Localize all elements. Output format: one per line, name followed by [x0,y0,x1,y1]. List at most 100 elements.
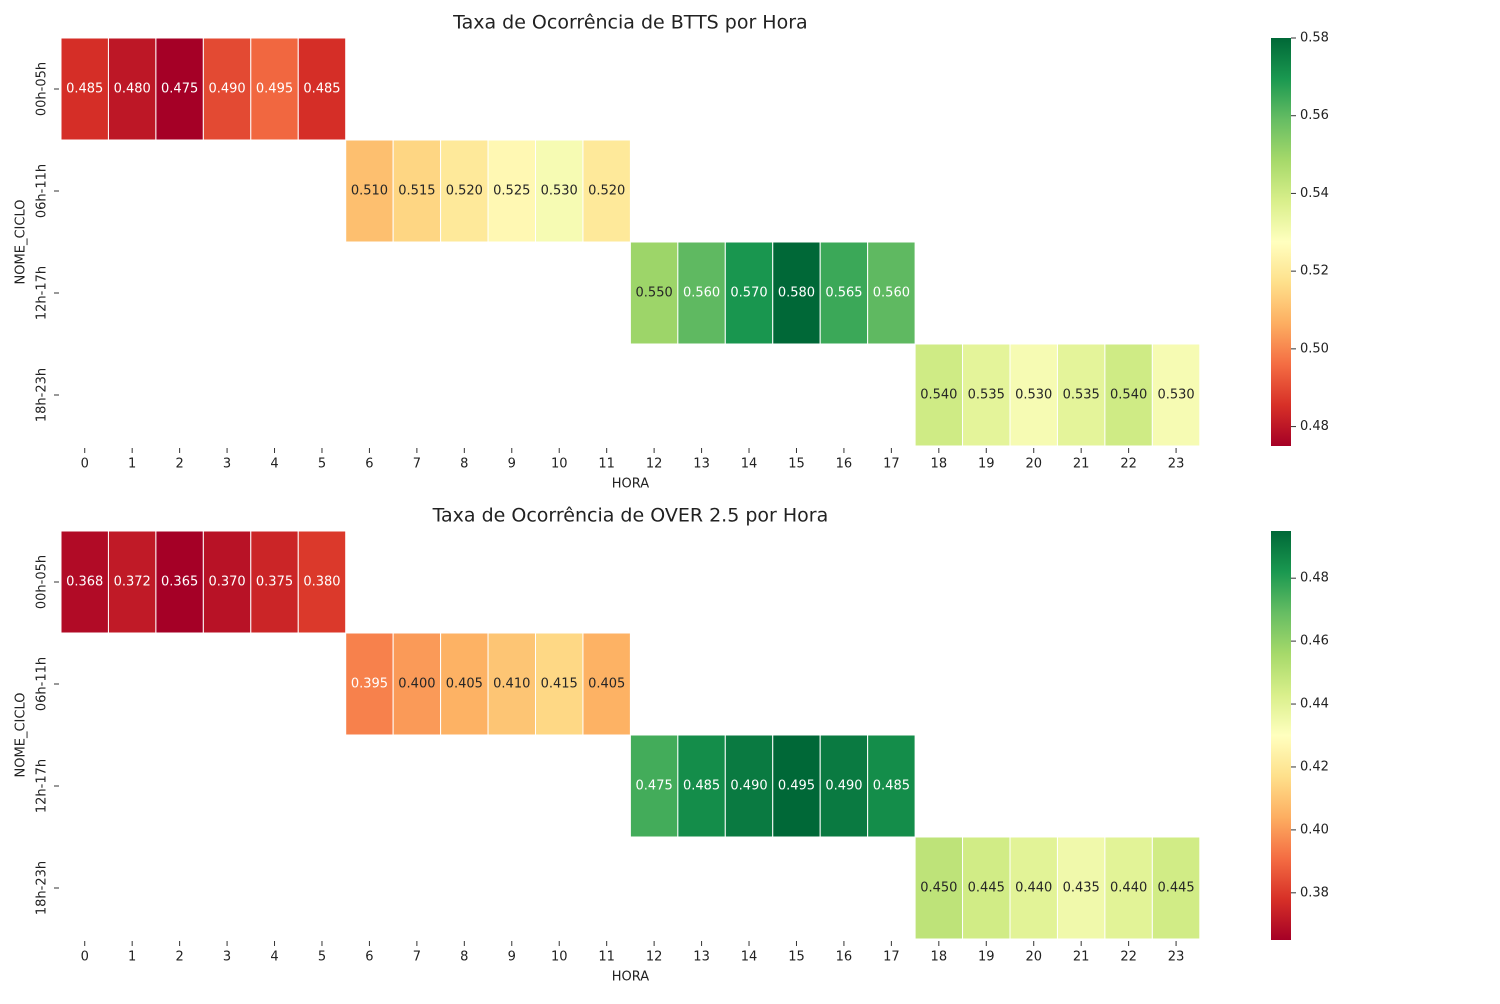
colorbar [1271,531,1291,940]
x-axis-label: HORA [612,970,650,985]
heatmap-cell [962,343,1011,447]
x-tick-label: 12 [646,950,663,965]
x-tick-label: 19 [978,457,995,472]
colorbar-tick-label: 0.50 [1300,341,1329,356]
colorbar-tick-label: 0.56 [1300,108,1329,123]
heatmap-cell [582,139,631,243]
heatmap-cell [345,632,394,736]
cell-label: 0.515 [398,184,435,199]
x-tick-label: 22 [1120,457,1137,472]
cell-label: 0.485 [303,82,340,97]
cell-label: 0.365 [161,575,198,590]
cell-label: 0.560 [683,286,720,301]
cell-label: 0.400 [398,677,435,692]
cell-label: 0.415 [541,677,578,692]
x-tick-label: 22 [1120,950,1137,965]
x-axis-label: HORA [612,477,650,492]
x-tick-label: 7 [413,950,421,965]
cell-label: 0.540 [920,388,957,403]
x-tick-label: 18 [931,457,948,472]
colorbar-tick-label: 0.52 [1300,264,1329,279]
cell-label: 0.495 [256,82,293,97]
cell-label: 0.435 [1063,881,1100,896]
cell-label: 0.485 [873,779,910,794]
cell-label: 0.530 [541,184,578,199]
colorbar-tick-label: 0.46 [1300,634,1329,649]
heatmap-cell [1009,836,1058,940]
cell-label: 0.395 [351,677,388,692]
cell-label: 0.520 [446,184,483,199]
heatmap-cell [1151,343,1201,447]
cell-label: 0.370 [208,575,245,590]
x-tick-label: 21 [1073,950,1090,965]
cell-label: 0.405 [588,677,625,692]
heatmap-cell [629,241,679,345]
x-tick-label: 1 [128,457,136,472]
x-tick-label: 15 [788,950,805,965]
y-axis-label: NOME_CICLO [14,693,29,778]
cell-label: 0.530 [1015,388,1052,403]
x-tick-label: 23 [1168,950,1185,965]
chart-title: Taxa de Ocorrência de BTTS por Hora [452,12,808,34]
cell-label: 0.372 [114,575,151,590]
x-tick-label: 8 [460,950,468,965]
heatmap-cell [1009,343,1058,447]
heatmap-cell [724,734,774,838]
cell-label: 0.450 [920,881,957,896]
colorbar-tick-label: 0.48 [1300,571,1329,586]
x-tick-label: 12 [646,457,663,472]
heatmap-cell [155,530,204,634]
cell-label: 0.565 [825,286,862,301]
x-tick-label: 6 [365,950,373,965]
heatmap-cell [629,734,679,838]
x-tick-label: 16 [836,950,853,965]
heatmap-cell [345,139,394,243]
heatmap-cell [535,632,584,736]
heatmap-cell [107,37,157,141]
x-tick-label: 0 [81,457,89,472]
x-tick-label: 20 [1025,457,1042,472]
y-tick-label: 12h-17h [35,759,50,813]
x-tick-label: 19 [978,950,995,965]
cell-label: 0.490 [825,779,862,794]
cell-label: 0.490 [208,82,245,97]
heatmap-cell [392,632,442,736]
heatmap-cell [297,37,347,141]
cell-label: 0.490 [730,779,767,794]
x-tick-label: 4 [270,457,278,472]
x-tick-label: 17 [883,950,900,965]
heatmap-cell [867,241,916,345]
heatmap-cell [772,241,821,345]
heatmap-cell [202,37,252,141]
heatmap-cell [582,632,631,736]
cell-label: 0.475 [161,82,198,97]
x-tick-label: 9 [508,950,516,965]
cell-label: 0.495 [778,779,815,794]
colorbar-tick-label: 0.42 [1300,759,1329,774]
x-tick-label: 5 [318,457,326,472]
cell-label: 0.540 [1110,388,1147,403]
cell-label: 0.368 [66,575,103,590]
colorbar-tick-label: 0.38 [1300,885,1329,900]
cell-label: 0.530 [1157,388,1194,403]
x-tick-label: 1 [128,950,136,965]
y-tick-label: 12h-17h [35,266,50,320]
cell-label: 0.410 [493,677,530,692]
cell-label: 0.520 [588,184,625,199]
x-tick-label: 2 [175,457,183,472]
heatmap-cell [250,37,299,141]
x-tick-label: 10 [551,457,568,472]
y-tick-label: 06h-11h [35,164,50,218]
cell-label: 0.475 [636,779,673,794]
y-tick-label: 18h-23h [35,861,50,915]
colorbar-tick-label: 0.58 [1300,31,1329,46]
colorbar-tick-label: 0.40 [1300,822,1329,837]
cell-label: 0.570 [730,286,767,301]
x-tick-label: 13 [693,457,710,472]
x-tick-label: 21 [1073,457,1090,472]
y-axis-label: NOME_CICLO [14,200,29,285]
cell-label: 0.445 [1157,881,1194,896]
heatmap-cell [677,734,726,838]
